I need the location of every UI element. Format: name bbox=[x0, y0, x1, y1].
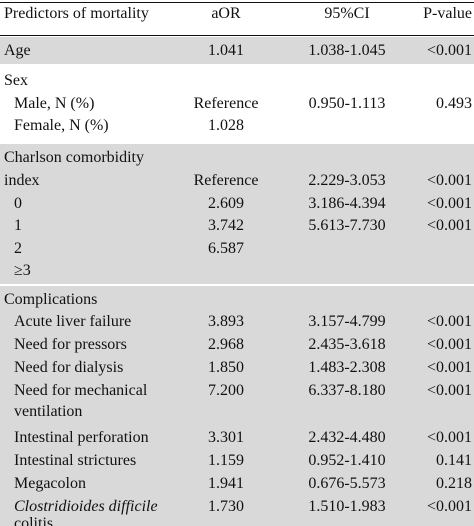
charlson-1-aor: 3.742 bbox=[208, 217, 244, 234]
charlson-0-label: 0 bbox=[14, 195, 22, 212]
mech-vent-aor: 7.200 bbox=[208, 382, 244, 399]
dialysis-label: Need for dialysis bbox=[14, 359, 124, 376]
pressors-label: Need for pressors bbox=[14, 336, 127, 353]
female-aor: 1.028 bbox=[208, 117, 244, 134]
strictures-label: Intestinal strictures bbox=[14, 452, 137, 469]
mech-vent-label-line2: ventilation bbox=[14, 403, 83, 420]
dialysis-aor: 1.850 bbox=[208, 359, 244, 376]
cdiff-label-line1: Clostridioides difficile bbox=[14, 498, 158, 515]
age-aor: 1.041 bbox=[208, 42, 244, 59]
charlson-title-line2: index bbox=[4, 172, 40, 189]
charlson-1-ci: 5.613-7.730 bbox=[308, 217, 386, 234]
alf-label: Acute liver failure bbox=[14, 313, 132, 330]
alf-ci: 3.157-4.799 bbox=[308, 313, 386, 330]
mech-vent-p: <0.001 bbox=[426, 382, 472, 399]
charlson-1-p: <0.001 bbox=[426, 217, 472, 234]
header-ci: 95%CI bbox=[324, 5, 370, 22]
dialysis-ci: 1.483-2.308 bbox=[308, 359, 386, 376]
sex-title: Sex bbox=[4, 72, 28, 89]
header-predictors: Predictors of mortality bbox=[4, 5, 149, 22]
megacolon-p: 0.218 bbox=[436, 475, 472, 492]
perforation-p: <0.001 bbox=[426, 429, 472, 446]
megacolon-label: Megacolon bbox=[14, 475, 86, 492]
charlson-0-aor: 2.609 bbox=[208, 195, 244, 212]
charlson-2-label: 2 bbox=[14, 240, 22, 257]
cdiff-label-line2: colitis bbox=[14, 515, 54, 526]
charlson-row1-aor: Reference bbox=[193, 172, 259, 189]
male-label: Male, N (%) bbox=[14, 95, 95, 112]
cdiff-p: <0.001 bbox=[426, 498, 472, 515]
strictures-p: 0.141 bbox=[436, 452, 472, 469]
male-p: 0.493 bbox=[436, 95, 472, 112]
male-ci: 0.950-1.113 bbox=[308, 95, 386, 112]
perforation-label: Intestinal perforation bbox=[14, 429, 149, 446]
perforation-aor: 3.301 bbox=[208, 429, 244, 446]
age-band bbox=[0, 37, 474, 64]
strictures-ci: 0.952-1.410 bbox=[308, 452, 386, 469]
charlson-0-p: <0.001 bbox=[426, 195, 472, 212]
mech-vent-label-line1: Need for mechanical bbox=[14, 382, 148, 399]
charlson-band bbox=[0, 144, 474, 284]
alf-p: <0.001 bbox=[426, 313, 472, 330]
age-p: <0.001 bbox=[426, 42, 472, 59]
perforation-ci: 2.432-4.480 bbox=[308, 429, 386, 446]
complications-band bbox=[0, 286, 474, 526]
male-aor: Reference bbox=[193, 95, 259, 112]
megacolon-ci: 0.676-5.573 bbox=[308, 475, 386, 492]
cdiff-aor: 1.730 bbox=[208, 498, 244, 515]
female-label: Female, N (%) bbox=[14, 117, 109, 134]
header-top-rule bbox=[0, 2, 474, 3]
megacolon-aor: 1.941 bbox=[208, 475, 244, 492]
strictures-aor: 1.159 bbox=[208, 452, 244, 469]
complications-title: Complications bbox=[4, 291, 98, 308]
header-aor: aOR bbox=[211, 5, 241, 22]
header-p-value: P-value bbox=[423, 5, 472, 22]
charlson-title-line1: Charlson comorbidity bbox=[4, 149, 144, 166]
charlson-2-aor: 6.587 bbox=[208, 240, 244, 257]
mech-vent-ci: 6.337-8.180 bbox=[308, 382, 386, 399]
age-ci: 1.038-1.045 bbox=[308, 42, 386, 59]
charlson-1-label: 1 bbox=[14, 217, 22, 234]
alf-aor: 3.893 bbox=[208, 313, 244, 330]
dialysis-p: <0.001 bbox=[426, 359, 472, 376]
cdiff-ci: 1.510-1.983 bbox=[308, 498, 386, 515]
charlson-0-ci: 3.186-4.394 bbox=[308, 195, 386, 212]
charlson-row1-ci: 2.229-3.053 bbox=[308, 172, 386, 189]
age-label: Age bbox=[4, 42, 31, 59]
header-bottom-rule bbox=[0, 35, 474, 36]
pressors-p: <0.001 bbox=[426, 336, 472, 353]
pressors-aor: 2.968 bbox=[208, 336, 244, 353]
charlson-3-label: ≥3 bbox=[14, 262, 31, 279]
pressors-ci: 2.435-3.618 bbox=[308, 336, 386, 353]
charlson-row1-p: <0.001 bbox=[426, 172, 472, 189]
